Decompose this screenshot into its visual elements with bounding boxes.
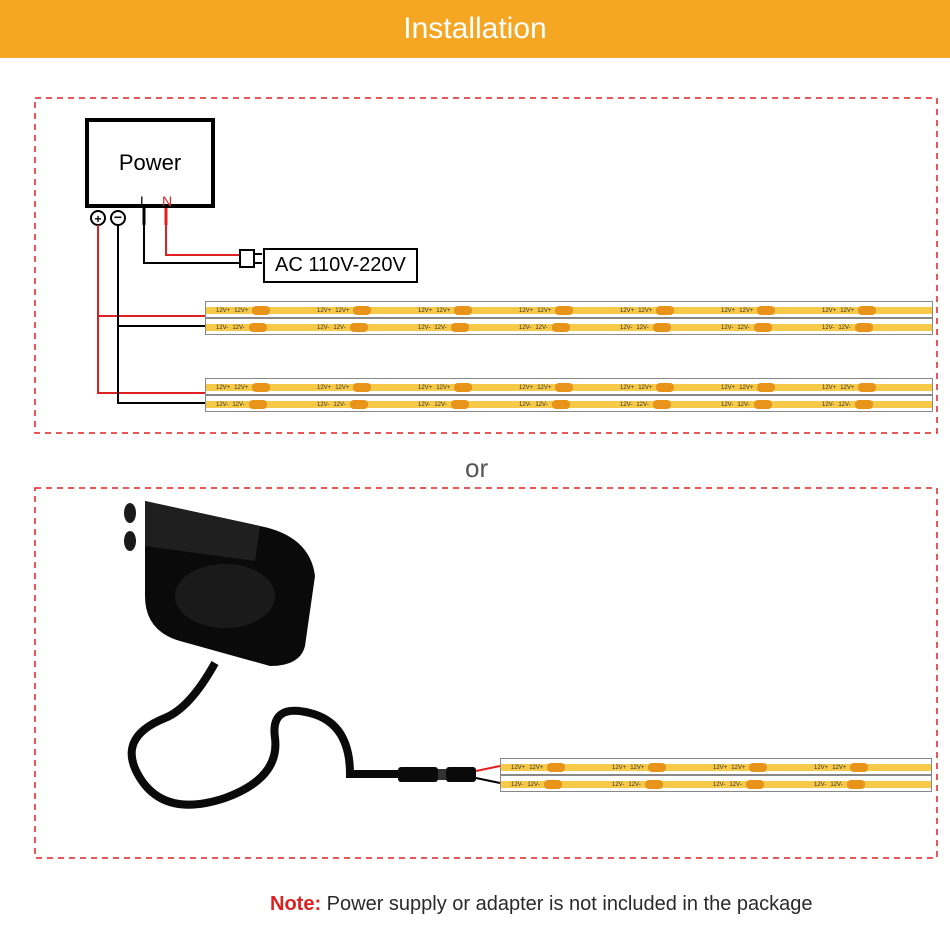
led-strip: 12V+12V+12V+12V+12V+12V+12V+12V+12V-12V-…	[500, 758, 932, 792]
header-banner: Installation	[0, 0, 950, 58]
note-line: Note: Power supply or adapter is not inc…	[270, 893, 813, 916]
led-strip: 12V+12V+12V+12V+12V+12V+12V+12V+12V+12V+…	[205, 378, 933, 412]
power-supply-box: Power	[85, 118, 215, 208]
led-strip: 12V+12V+12V+12V+12V+12V+12V+12V+12V+12V+…	[205, 301, 933, 335]
header-title: Installation	[403, 12, 546, 46]
diagram-area: + −	[0, 58, 950, 943]
terminal-N-label: N	[162, 193, 172, 209]
voltage-label-box: AC 110V-220V	[263, 248, 418, 283]
note-prefix: Note:	[270, 893, 321, 915]
power-label: Power	[119, 150, 181, 176]
svg-text:+: +	[94, 212, 101, 226]
or-separator: or	[465, 453, 488, 484]
voltage-text: AC 110V-220V	[275, 254, 406, 276]
note-text: Power supply or adapter is not included …	[321, 893, 812, 915]
terminal-L-label: L	[140, 193, 148, 209]
svg-text:−: −	[114, 209, 122, 225]
